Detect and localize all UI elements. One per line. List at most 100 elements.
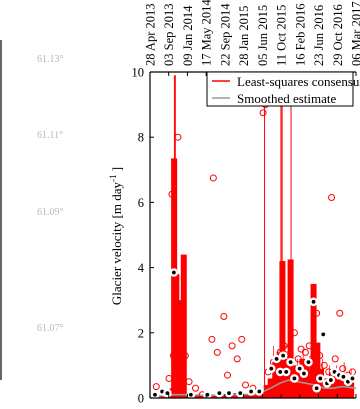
outlier-point xyxy=(336,309,344,317)
consensus-bar xyxy=(233,393,240,398)
consensus-bar xyxy=(318,368,325,398)
y-tick-label: 8 xyxy=(138,131,144,145)
x-tick-label: 05 Jun 2015 xyxy=(256,5,270,66)
outlier-point xyxy=(238,335,246,343)
consensus-bar xyxy=(299,358,306,398)
outlier-point xyxy=(228,342,236,350)
highlight-dot xyxy=(341,374,346,379)
highlight-dot xyxy=(238,391,243,396)
y-axis-label: Glacier velocity [m day-1 ] xyxy=(108,167,124,305)
highlight-dot xyxy=(350,376,355,381)
consensus-spikes xyxy=(173,75,292,398)
consensus-bar xyxy=(246,394,253,398)
outlier-point xyxy=(339,365,347,373)
outlier-point xyxy=(305,342,313,350)
outlier-point xyxy=(192,384,200,392)
highlight-dot xyxy=(318,376,323,381)
consensus-bar xyxy=(325,381,332,398)
x-tick-label: 23 Jun 2016 xyxy=(312,5,326,66)
y-tick-label: 0 xyxy=(138,392,144,406)
highlight-dot xyxy=(188,392,193,397)
latitude-labels: 61.13° 61.11° 61.09° 61.07° xyxy=(37,54,64,334)
y-tick-label: 6 xyxy=(138,196,144,210)
highlight-dot xyxy=(227,391,231,396)
highlight-dot xyxy=(269,366,274,371)
highlight-dot xyxy=(314,386,319,391)
highlight-dot xyxy=(217,391,222,396)
consensus-bar xyxy=(336,378,343,398)
highlight-points xyxy=(150,268,357,400)
consensus-bar xyxy=(344,381,351,398)
consensus-bar xyxy=(263,384,270,398)
outlier-point xyxy=(168,190,176,198)
highlight-dot xyxy=(278,370,283,374)
consensus-bar xyxy=(332,375,339,398)
outlier-point xyxy=(165,374,173,382)
outlier-point xyxy=(152,383,160,391)
y-tick-label: 2 xyxy=(138,326,144,340)
outlier-point xyxy=(174,133,182,141)
x-ticks: 28 Apr 2013 03 Sep 2013 09 Jan 2014 17 May … xyxy=(144,0,360,398)
consensus-bar xyxy=(283,358,290,398)
outlier-point xyxy=(181,352,189,360)
x-tick-label: 28 Apr 2013 xyxy=(144,4,158,67)
highlight-dot xyxy=(274,356,279,361)
outlier-point xyxy=(213,348,221,356)
outlier-point xyxy=(320,361,328,369)
lat-label-4: 61.07° xyxy=(37,323,64,334)
y-ticks: 0 2 4 6 8 10 xyxy=(132,66,154,406)
outlier-point xyxy=(313,309,321,317)
highlight-dot xyxy=(306,360,311,365)
consensus-bar xyxy=(314,342,321,398)
highlight-dot xyxy=(302,371,306,376)
outlier-point xyxy=(294,355,302,363)
consensus-bar xyxy=(272,362,279,398)
outlier-point xyxy=(169,352,177,360)
consensus-bar xyxy=(255,394,262,398)
x-tick-label: 28 Jan 2015 xyxy=(237,6,251,66)
outlier-point xyxy=(348,368,356,376)
highlight-dot xyxy=(321,332,326,337)
legend-label-consensus: Least-squares consensus xyxy=(237,74,360,89)
outlier-point xyxy=(309,365,317,373)
lat-label-3: 61.09° xyxy=(37,207,64,218)
highlight-dot xyxy=(328,378,333,382)
outlier-point xyxy=(259,109,267,117)
highlight-dot xyxy=(257,389,262,394)
outlier-points xyxy=(152,101,356,399)
consensus-bar xyxy=(295,371,302,398)
highlight-dot xyxy=(311,299,316,304)
highlight-dot xyxy=(160,389,165,394)
x-tick-label: 06 Mar 2017 xyxy=(350,1,360,66)
highlight-dot xyxy=(171,270,176,275)
x-tick-label: 09 Jan 2014 xyxy=(181,5,195,66)
highlight-dot xyxy=(292,376,297,381)
highlight-dot xyxy=(288,360,293,365)
y-tick-label: 10 xyxy=(132,66,145,80)
x-tick-label: 29 Oct 2016 xyxy=(331,4,345,66)
highlight-dot xyxy=(297,366,302,371)
consensus-bar xyxy=(251,393,258,398)
lat-label-1: 61.13° xyxy=(37,54,64,65)
x-tick-label: 22 Sep 2014 xyxy=(218,3,232,66)
highlight-dot xyxy=(281,353,286,358)
legend-box xyxy=(206,71,354,107)
outlier-point xyxy=(328,194,336,202)
x-tick-label: 16 Feb 2016 xyxy=(293,4,307,67)
outlier-point xyxy=(301,348,309,356)
smoothed-estimate-line xyxy=(150,379,357,398)
outlier-point xyxy=(208,335,216,343)
y-tick-label: 4 xyxy=(138,261,145,275)
consensus-bar xyxy=(197,394,204,398)
outlier-point xyxy=(283,345,291,353)
outlier-point xyxy=(185,378,193,386)
consensus-bar xyxy=(211,394,218,398)
highlight-dot xyxy=(153,392,157,397)
consensus-bar xyxy=(260,391,267,398)
outlier-point xyxy=(242,381,250,389)
legend-label-smoothed: Smoothed estimate xyxy=(237,91,337,106)
outlier-point xyxy=(290,329,298,337)
outlier-point xyxy=(224,371,232,379)
outlier-point xyxy=(316,352,324,360)
